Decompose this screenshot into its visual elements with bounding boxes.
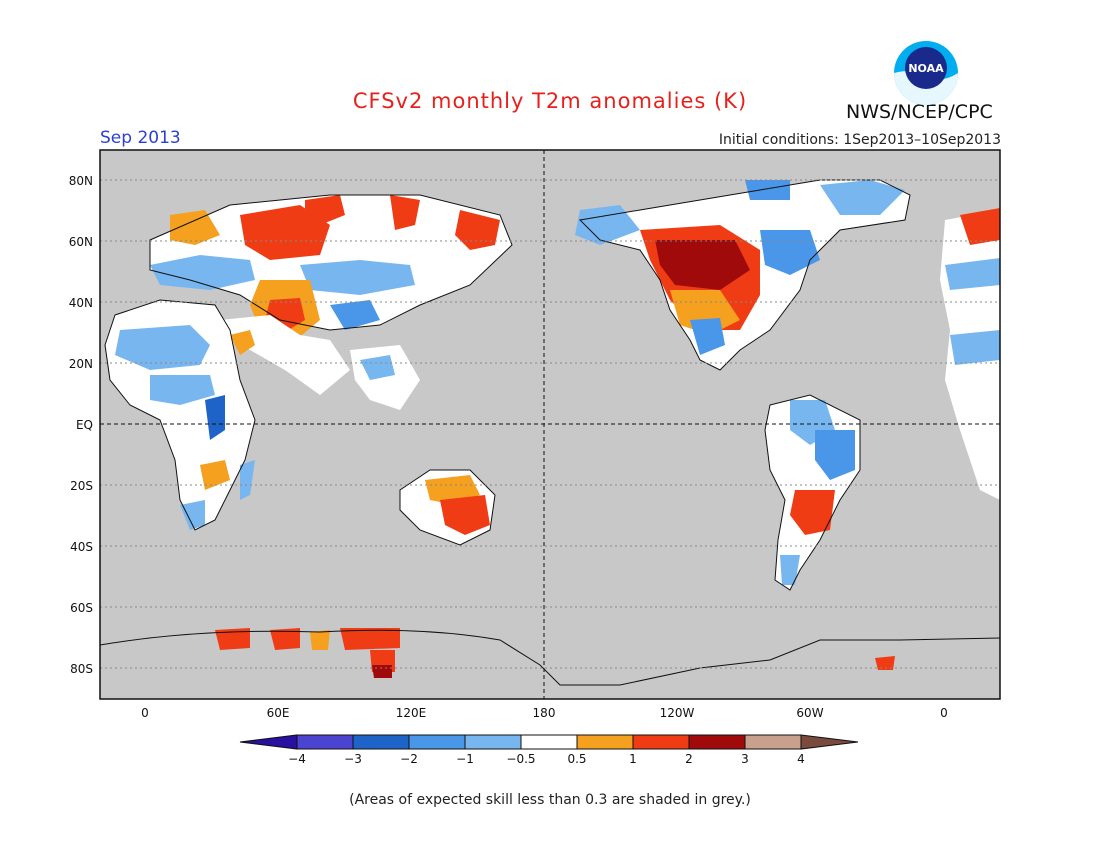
colorbar: −4 −3 −2 −1 −0.5 0.5 1 2 3 4 — [239, 734, 859, 766]
colorbar-swatch — [296, 734, 354, 750]
lon-label: 60E — [267, 706, 290, 720]
colorbar-swatch — [408, 734, 466, 750]
lat-label: 40N — [69, 296, 93, 310]
colorbar-min-arrow — [239, 734, 298, 750]
lat-label: 40S — [70, 540, 93, 554]
colorbar-swatch — [632, 734, 690, 750]
lat-label: 60S — [70, 601, 93, 615]
organization-label: NWS/NCEP/CPC — [846, 101, 993, 123]
colorbar-swatch — [576, 734, 634, 750]
colorbar-swatch — [688, 734, 746, 750]
colorbar-max-arrow — [800, 734, 859, 750]
lat-label: 20S — [70, 479, 93, 493]
colorbar-tick-label: 0.5 — [567, 752, 586, 766]
colorbar-tick-label: 3 — [741, 752, 749, 766]
colorbar-swatch — [352, 734, 410, 750]
lat-label: 60N — [69, 235, 93, 249]
colorbar-tick-label: 2 — [685, 752, 693, 766]
skill-footnote: (Areas of expected skill less than 0.3 a… — [349, 792, 751, 808]
map-frame — [99, 149, 1001, 700]
colorbar-swatch — [520, 734, 578, 750]
lon-label: 120W — [660, 706, 695, 720]
lat-label: 20N — [69, 357, 93, 371]
lat-label: 80N — [69, 174, 93, 188]
lon-label: 120E — [396, 706, 427, 720]
svg-text:NOAA: NOAA — [908, 62, 944, 75]
colorbar-tick-label: −3 — [344, 752, 362, 766]
lon-label: 0 — [940, 706, 948, 720]
colorbar-swatch — [464, 734, 522, 750]
colorbar-tick-label: −1 — [456, 752, 474, 766]
initial-conditions: Initial conditions: 1Sep2013–10Sep2013 — [718, 132, 1001, 148]
noaa-logo-icon: NOAA — [894, 41, 958, 105]
forecast-month: Sep 2013 — [100, 128, 181, 148]
colorbar-swatch — [744, 734, 802, 750]
land-anomaly-shading — [105, 180, 1000, 678]
map-title: CFSv2 monthly T2m anomalies (K) — [352, 89, 748, 113]
colorbar-tick-label: −2 — [400, 752, 418, 766]
lon-label: 60W — [796, 706, 823, 720]
lon-label: 180 — [533, 706, 556, 720]
coastlines — [99, 179, 1001, 686]
lon-label: 0 — [141, 706, 149, 720]
map-grid — [100, 179, 1000, 669]
colorbar-tick-label: −0.5 — [506, 752, 535, 766]
colorbar-tick-label: 4 — [797, 752, 805, 766]
colorbar-tick-label: −4 — [288, 752, 306, 766]
lat-label: 80S — [70, 662, 93, 676]
colorbar-tick-label: 1 — [629, 752, 637, 766]
lat-label: EQ — [76, 418, 93, 432]
